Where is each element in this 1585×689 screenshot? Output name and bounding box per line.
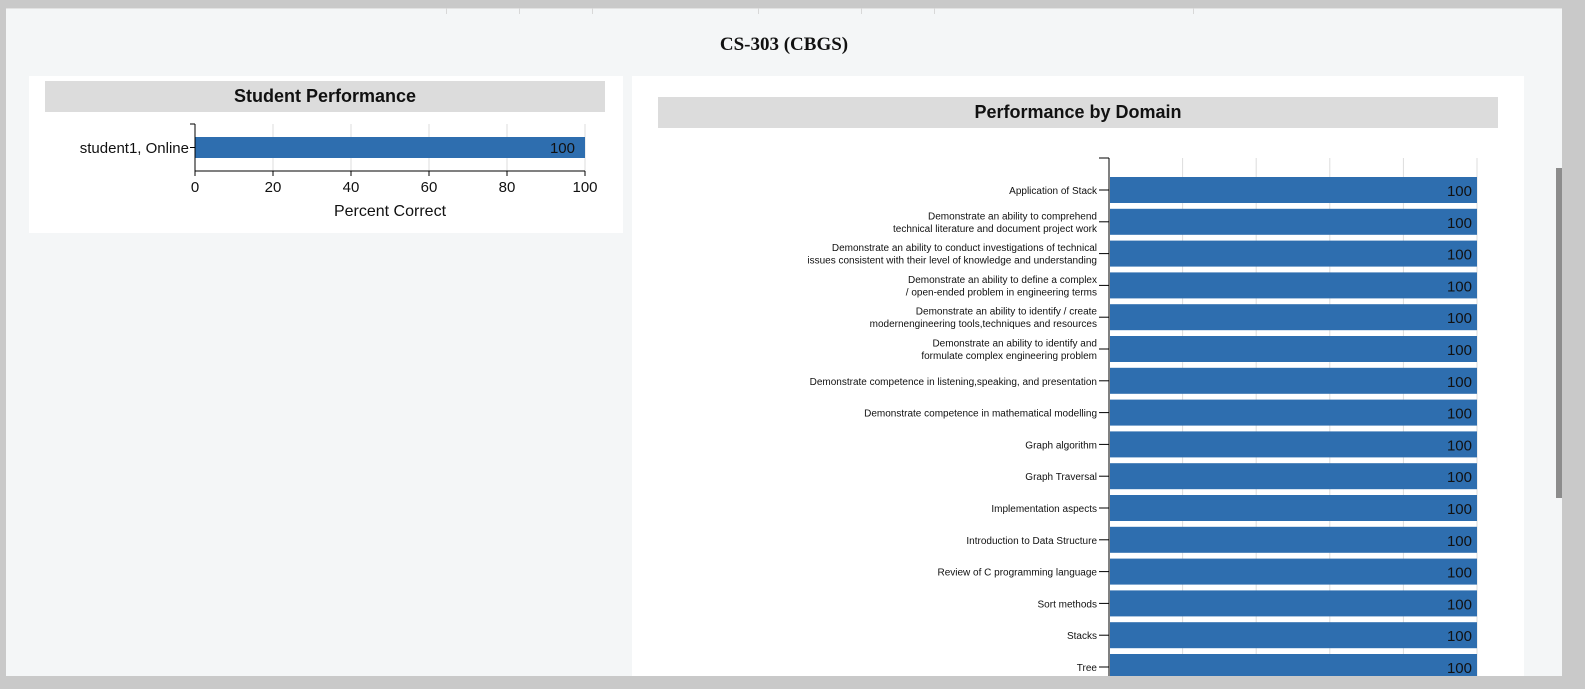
- top-column-separator: [519, 8, 520, 14]
- bar-value-label: 100: [1447, 437, 1472, 454]
- bar: [1110, 463, 1477, 490]
- category-label: technical literature and document projec…: [893, 224, 1098, 235]
- top-column-separator: [758, 8, 759, 14]
- category-label: / open-ended problem in engineering term…: [906, 287, 1097, 298]
- top-column-separator: [1193, 8, 1194, 14]
- report-frame: CS-303 (CBGS) Student Performance 100 stu…: [6, 8, 1562, 676]
- domain-performance-chart: 100 Application of Stack 100 Demonstrate an…: [807, 157, 1478, 676]
- domain-performance-title: Performance by Domain: [658, 97, 1498, 128]
- bar: [1110, 272, 1477, 299]
- bar-value-label: 100: [1447, 628, 1472, 645]
- bar-value-label: 100: [1447, 374, 1472, 391]
- student-performance-title: Student Performance: [45, 81, 605, 112]
- category-label: formulate complex engineering problem: [921, 351, 1097, 362]
- bar: [1110, 399, 1477, 426]
- bar: [1110, 526, 1477, 553]
- category-label: Demonstrate an ability to identify and: [932, 339, 1097, 350]
- x-axis-label: Percent Correct: [334, 203, 447, 220]
- x-tick-label: 40: [343, 179, 360, 196]
- bar: [1110, 590, 1477, 617]
- bar: [1110, 367, 1477, 394]
- top-rule: [6, 8, 1562, 9]
- bar-value-label: 100: [1447, 278, 1472, 295]
- bar-value-label: 100: [1447, 215, 1472, 232]
- bar-value-label: 100: [1447, 342, 1472, 359]
- bar-value-label: 100: [1447, 533, 1472, 550]
- bar: [1110, 622, 1477, 649]
- bar: [195, 137, 585, 158]
- top-column-separator: [592, 8, 593, 14]
- category-label: Implementation aspects: [991, 504, 1097, 515]
- bar: [1110, 304, 1477, 331]
- bar: [1110, 654, 1477, 676]
- category-label: Introduction to Data Structure: [966, 536, 1097, 547]
- bar-value-label: 100: [1447, 247, 1472, 264]
- bar: [1110, 336, 1477, 362]
- category-label: Sort methods: [1038, 599, 1097, 610]
- top-column-separator: [934, 8, 935, 14]
- bar: [1110, 240, 1477, 267]
- bar-value-label: 100: [1447, 596, 1472, 613]
- bar-value-label: 100: [550, 140, 575, 157]
- x-tick-label: 0: [191, 179, 199, 196]
- category-label: issues consistent with their level of kn…: [807, 256, 1097, 267]
- bar-value-label: 100: [1447, 310, 1472, 327]
- bar-value-label: 100: [1447, 501, 1472, 518]
- category-label: Graph algorithm: [1025, 440, 1097, 451]
- category-label: Demonstrate an ability to define a compl…: [908, 275, 1097, 286]
- x-tick-label: 60: [421, 179, 438, 196]
- bar: [1110, 431, 1477, 458]
- top-column-separator: [446, 8, 447, 14]
- bar: [1110, 558, 1477, 585]
- domain-performance-panel: Performance by Domain 100 Application of …: [632, 76, 1524, 676]
- bar: [1110, 177, 1477, 203]
- category-label: Graph Traversal: [1025, 472, 1097, 483]
- bar-value-label: 100: [1447, 406, 1472, 423]
- x-tick-label: 100: [572, 179, 597, 196]
- bar-value-label: 100: [1447, 469, 1472, 486]
- bar-value-label: 100: [1447, 565, 1472, 582]
- category-label: modernengineering tools,techniques and r…: [870, 319, 1097, 330]
- category-label: Stacks: [1067, 631, 1097, 642]
- category-label: Application of Stack: [1009, 186, 1098, 197]
- category-label: Demonstrate an ability to identify / cre…: [916, 307, 1098, 318]
- category-label: Tree: [1077, 663, 1098, 674]
- category-label: Demonstrate an ability to conduct invest…: [832, 243, 1097, 254]
- top-column-separator: [861, 8, 862, 14]
- category-label: Review of C programming language: [937, 568, 1097, 579]
- category-label: Demonstrate an ability to comprehend: [928, 211, 1097, 222]
- bar-value-label: 100: [1447, 183, 1472, 200]
- bar: [1110, 495, 1477, 521]
- category-label: student1, Online: [80, 140, 189, 157]
- student-performance-chart: 100 student1, Online 0 20 40 60 80 100 Percent C…: [80, 123, 598, 220]
- bar: [1110, 208, 1477, 235]
- x-tick-label: 20: [265, 179, 282, 196]
- bar-value-label: 100: [1447, 660, 1472, 676]
- student-performance-panel: Student Performance 100 student1, Online 0…: [29, 76, 623, 233]
- vertical-scrollbar[interactable]: [1556, 168, 1562, 498]
- category-label: Demonstrate competence in mathematical m…: [864, 409, 1097, 420]
- page-title: CS-303 (CBGS): [719, 34, 849, 55]
- x-tick-label: 80: [499, 179, 516, 196]
- category-label: Demonstrate competence in listening,spea…: [810, 377, 1097, 388]
